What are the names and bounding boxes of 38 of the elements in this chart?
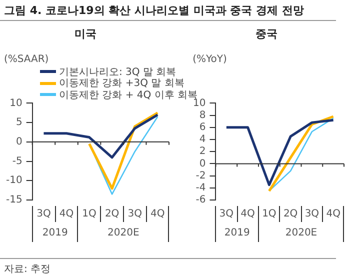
- y-axis-title: (%SAAR): [4, 54, 49, 65]
- text: 2019: [42, 228, 68, 239]
- x-tick-label: 4Q: [326, 208, 341, 220]
- legend-label: 이동제한 강화 +3Q 말 회복: [59, 77, 184, 90]
- x-tick-label: 3Q: [219, 208, 234, 220]
- y-tick-label: -5: [12, 156, 22, 167]
- text: 2019: [224, 228, 250, 239]
- chart-title: 그림 4. 코로나19의 확산 시나리오별 미국과 중국 경제 전망: [4, 3, 304, 18]
- y-tick-label: 10: [10, 98, 22, 109]
- chart-subtitle: 중국: [256, 27, 278, 40]
- y-tick-label: -15: [6, 194, 22, 206]
- y-tick-label: 2: [199, 146, 206, 158]
- x-tick-label: 1Q: [82, 208, 97, 220]
- y-axis-title: (%YoY): [192, 54, 227, 65]
- x-tick-label: 4Q: [59, 208, 74, 220]
- x-tick-label: 2Q: [283, 208, 298, 220]
- x-tick-label: 3Q: [36, 208, 51, 220]
- x-tick-label: 3Q: [304, 208, 320, 220]
- x-tick-label: 3Q: [128, 208, 142, 220]
- y-tick-label: 8: [199, 110, 206, 121]
- x-tick-label: 1Q: [262, 208, 276, 220]
- y-tick-label: 6: [199, 122, 206, 133]
- x-tick-label: 2Q: [104, 208, 120, 220]
- y-tick-label: 4: [199, 134, 206, 146]
- x-tick-label: 4Q: [240, 208, 256, 220]
- y-tick-label: 0: [16, 136, 22, 148]
- y-tick-label: -2: [196, 170, 206, 182]
- y-tick-label: 5: [16, 117, 22, 128]
- text: 2020E: [285, 228, 318, 239]
- text: 2020E: [108, 228, 140, 239]
- x-tick-label: 4Q: [150, 208, 165, 220]
- text: 자료: 추정: [4, 263, 51, 276]
- y-tick-label: -10: [6, 175, 22, 186]
- legend-label: 기본시나리오: 3Q 말 회복: [59, 66, 176, 78]
- y-tick-label: -6: [196, 194, 206, 206]
- y-tick-label: -4: [196, 182, 206, 194]
- chart-subtitle: 미국: [74, 27, 96, 40]
- y-tick-label: 0: [199, 158, 206, 170]
